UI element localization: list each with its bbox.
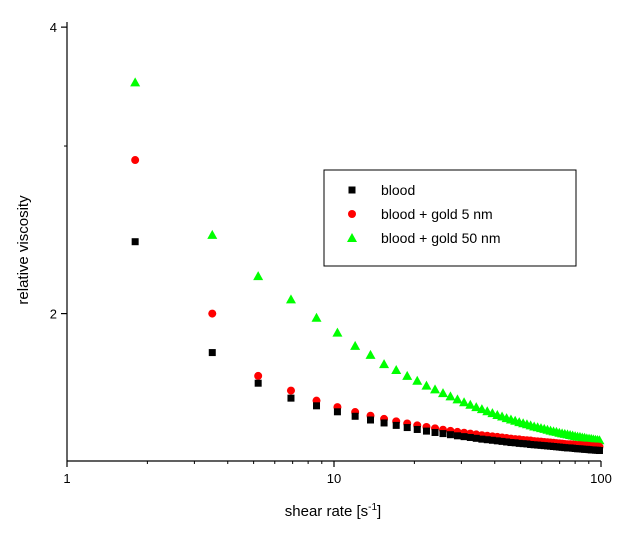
series-square bbox=[131, 238, 603, 455]
data-point bbox=[523, 440, 531, 448]
data-point bbox=[391, 364, 402, 374]
legend-marker bbox=[348, 210, 356, 218]
data-point bbox=[131, 156, 140, 165]
data-point bbox=[130, 77, 141, 87]
x-tick-label: 10 bbox=[327, 471, 341, 486]
data-point bbox=[351, 412, 359, 420]
x-tick-label: 100 bbox=[590, 471, 612, 486]
data-point bbox=[466, 433, 474, 441]
x-axis-label: shear rate [s-1] bbox=[285, 502, 381, 520]
legend-box bbox=[323, 169, 577, 267]
data-point bbox=[452, 394, 463, 404]
data-point bbox=[515, 439, 523, 447]
legend-label: blood + gold 50 nm bbox=[381, 230, 500, 246]
y-tick-label: 2 bbox=[50, 307, 57, 322]
data-point bbox=[412, 375, 423, 385]
data-point bbox=[392, 421, 400, 429]
legend-label: blood bbox=[381, 182, 415, 198]
data-point bbox=[430, 384, 441, 394]
data-point bbox=[254, 371, 263, 380]
y-tick-label: 4 bbox=[50, 20, 57, 35]
data-point bbox=[333, 408, 341, 416]
data-point bbox=[478, 435, 486, 443]
data-point bbox=[380, 419, 388, 427]
data-point bbox=[254, 379, 262, 387]
data-point bbox=[527, 441, 535, 449]
data-point bbox=[431, 428, 439, 436]
data-point bbox=[208, 309, 217, 318]
data-point bbox=[402, 370, 413, 380]
data-point bbox=[365, 349, 376, 359]
data-point bbox=[493, 437, 501, 445]
data-point bbox=[311, 312, 322, 322]
data-point bbox=[507, 439, 515, 447]
legend-items: blood blood + gold 5 nm blood + gold 50 nm bbox=[347, 182, 500, 246]
data-point bbox=[253, 271, 264, 281]
data-point bbox=[483, 436, 491, 444]
data-point bbox=[379, 359, 390, 369]
data-point bbox=[471, 402, 482, 412]
data-point bbox=[472, 434, 480, 442]
data-point bbox=[519, 440, 527, 448]
data-point bbox=[438, 388, 449, 398]
data-point bbox=[208, 349, 216, 357]
data-point bbox=[332, 327, 343, 337]
data-point bbox=[421, 380, 432, 390]
data-point bbox=[595, 447, 603, 455]
x-axis-label-superscript: -1 bbox=[368, 502, 377, 513]
axis-ticks: 1 10 100 2 4 bbox=[50, 20, 612, 486]
data-point bbox=[460, 433, 468, 441]
y-axis-label: relative viscosity bbox=[15, 195, 32, 305]
x-axis-label-suffix: ] bbox=[377, 503, 381, 520]
plot-area bbox=[130, 77, 605, 455]
data-point bbox=[594, 435, 605, 445]
data-point bbox=[287, 394, 295, 402]
legend-label: blood + gold 5 nm bbox=[381, 206, 493, 222]
data-point bbox=[131, 238, 139, 246]
data-point bbox=[422, 427, 430, 435]
data-point bbox=[498, 437, 506, 445]
data-point bbox=[453, 432, 461, 440]
x-tick-label: 1 bbox=[63, 471, 70, 486]
data-point bbox=[465, 399, 476, 409]
data-point bbox=[503, 438, 511, 446]
series-triangle bbox=[130, 77, 605, 445]
data-point bbox=[403, 424, 411, 432]
data-point bbox=[313, 402, 321, 410]
data-point bbox=[285, 294, 296, 304]
data-point bbox=[413, 425, 421, 433]
data-point bbox=[446, 431, 454, 439]
data-point bbox=[286, 386, 295, 395]
data-point bbox=[511, 439, 519, 447]
data-point bbox=[476, 404, 487, 414]
data-point bbox=[367, 416, 375, 424]
data-point bbox=[488, 436, 496, 444]
data-point bbox=[207, 229, 218, 239]
x-axis-label-text: shear rate [s bbox=[285, 503, 368, 520]
data-point bbox=[459, 397, 470, 407]
data-point bbox=[439, 430, 447, 438]
legend: blood blood + gold 5 nm blood + gold 50 nm bbox=[323, 169, 577, 267]
legend-marker bbox=[347, 233, 357, 242]
data-point bbox=[445, 391, 456, 401]
legend-marker bbox=[348, 186, 356, 194]
data-point bbox=[350, 340, 361, 350]
